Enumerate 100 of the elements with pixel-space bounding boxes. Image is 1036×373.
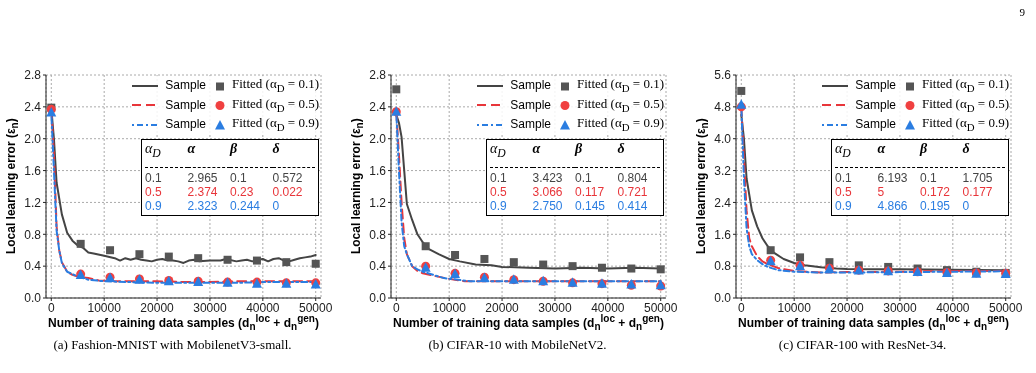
y-tick-label: 3.2 — [714, 163, 732, 178]
annotation: α$_{D}$ — [145, 141, 161, 160]
y-tick-label: 0.8 — [714, 259, 732, 274]
x-tick-label: 0 — [737, 300, 745, 315]
annotation: 2.965 — [187, 170, 218, 185]
legend-label: Sample — [165, 117, 207, 133]
y-tick-label: 0.0 — [714, 291, 732, 306]
legend-label: Fitted (α$_{D}$ = 0.5) — [922, 95, 1009, 114]
x-tick-label: 0 — [392, 300, 400, 315]
annotation: α — [187, 141, 196, 156]
annotation: 0 — [272, 198, 280, 213]
annotation: 2.374 — [187, 184, 218, 199]
text: (a) Fashion-MNIST with MobilenetV3-small. — [53, 337, 292, 352]
legend-label: Sample — [855, 78, 897, 94]
annotation: α$_{D}$ — [835, 141, 851, 160]
legend-label: Fitted (α$_{D}$ = 0.1) — [922, 76, 1009, 94]
annotation: 0.804 — [617, 170, 648, 185]
annotation: 0.1 — [230, 170, 247, 185]
y-tick-label: 5.6 — [714, 68, 732, 83]
annotation: 2.323 — [187, 198, 218, 213]
y-tick-label: 0.8 — [24, 227, 42, 242]
legend-label: Sample — [510, 97, 552, 113]
y-tick-label: 0.0 — [24, 291, 42, 306]
annotation: 0 — [962, 198, 970, 213]
annotation: 0.1 — [490, 170, 507, 185]
legend-label: Sample — [855, 117, 897, 133]
annotation: 0.1 — [920, 170, 937, 185]
annotation: β — [575, 141, 583, 156]
x-tick-label: 50000 — [644, 300, 678, 315]
annotation: β — [920, 141, 928, 156]
annotation: 0.23 — [230, 184, 254, 199]
annotation: 0.1 — [145, 170, 162, 185]
annotation: 5 — [877, 184, 885, 199]
x-tick-label: 10000 — [777, 300, 812, 315]
annotation: δ — [617, 141, 625, 156]
text: (c) CIFAR-100 with ResNet-34. — [778, 337, 947, 352]
x-tick-label: 20000 — [485, 300, 520, 315]
x-tick-label: 30000 — [538, 300, 572, 315]
annotation: α — [877, 141, 886, 156]
x-axis-title: Number of training data samples (d$_{n}$$^{loc}$ + d$_{n}$$^{gen}$) — [738, 313, 1009, 333]
annotation: 0.9 — [145, 198, 162, 213]
x-axis-title: Number of training data samples (d$_{n}$$^{loc}$ + d$_{n}$$^{gen}$) — [393, 313, 664, 333]
text: (b) CIFAR-10 with MobileNetV2. — [428, 337, 607, 352]
annotation: 0.1 — [835, 170, 852, 185]
y-tick-label: 0.4 — [24, 259, 42, 274]
legend-label: Sample — [855, 97, 897, 113]
annotation: 0.9 — [835, 198, 852, 213]
annotation: 0.145 — [575, 198, 606, 213]
annotation: β — [230, 141, 238, 156]
y-tick-label: 2.0 — [369, 131, 387, 146]
annotation: 0.721 — [617, 184, 648, 199]
y-tick-label: 2.0 — [24, 131, 42, 146]
annotation: 0.1 — [575, 170, 592, 185]
x-tick-label: 0 — [47, 300, 55, 315]
legend-label: Fitted (α$_{D}$ = 0.9) — [577, 115, 664, 133]
y-tick-label: 0.0 — [369, 291, 387, 306]
annotation: 2.750 — [532, 198, 563, 213]
y-tick-label: 4.0 — [714, 131, 732, 146]
y-tick-label: 4.8 — [714, 100, 732, 115]
annotation: 6.193 — [877, 170, 908, 185]
annotation: 0.172 — [920, 184, 951, 199]
annotation: 3.066 — [532, 184, 563, 199]
y-tick-label: 1.6 — [24, 163, 42, 178]
legend-label: Fitted (α$_{D}$ = 0.9) — [922, 115, 1009, 133]
x-axis-title: Number of training data samples (d$_{n}$$^{loc}$ + d$_{n}$$^{gen}$) — [48, 313, 319, 333]
legend-label: Fitted (α$_{D}$ = 0.5) — [232, 95, 319, 114]
x-tick-label: 30000 — [883, 300, 917, 315]
legend-label: Sample — [165, 97, 207, 113]
x-tick-label: 30000 — [193, 300, 227, 315]
annotation: 0.195 — [920, 198, 951, 213]
x-tick-label: 50000 — [989, 300, 1023, 315]
y-tick-label: 0.8 — [369, 227, 387, 242]
y-tick-label: 1.6 — [369, 163, 387, 178]
annotation: 0.414 — [617, 198, 648, 213]
annotation: 0.022 — [272, 184, 303, 199]
annotation: 0.177 — [962, 184, 993, 199]
legend-label: Sample — [510, 78, 552, 94]
annotation: 0.5 — [835, 184, 852, 199]
annotation: 0.5 — [490, 184, 507, 199]
y-tick-label: 0.4 — [369, 259, 387, 274]
x-tick-label: 10000 — [432, 300, 467, 315]
y-tick-label: 2.4 — [369, 100, 387, 115]
y-tick-label: 2.4 — [714, 195, 732, 210]
y-tick-label: 1.2 — [369, 195, 387, 210]
annotation: 0.117 — [575, 184, 605, 199]
annotation: α — [532, 141, 541, 156]
x-tick-label: 40000 — [936, 300, 970, 315]
legend-label: Fitted (α$_{D}$ = 0.5) — [577, 95, 664, 114]
legend-label: Sample — [510, 117, 552, 133]
annotation: δ — [272, 141, 280, 156]
annotation: 1.705 — [962, 170, 993, 185]
x-tick-label: 40000 — [246, 300, 280, 315]
legend-label: Fitted (α$_{D}$ = 0.1) — [232, 76, 319, 94]
y-tick-label: 2.4 — [24, 100, 42, 115]
x-tick-label: 50000 — [299, 300, 333, 315]
annotation: 0.5 — [145, 184, 162, 199]
legend-label: Fitted (α$_{D}$ = 0.1) — [577, 76, 664, 94]
legend-label: Sample — [165, 78, 207, 94]
annotation: 0.244 — [230, 198, 261, 213]
x-tick-label: 10000 — [87, 300, 122, 315]
